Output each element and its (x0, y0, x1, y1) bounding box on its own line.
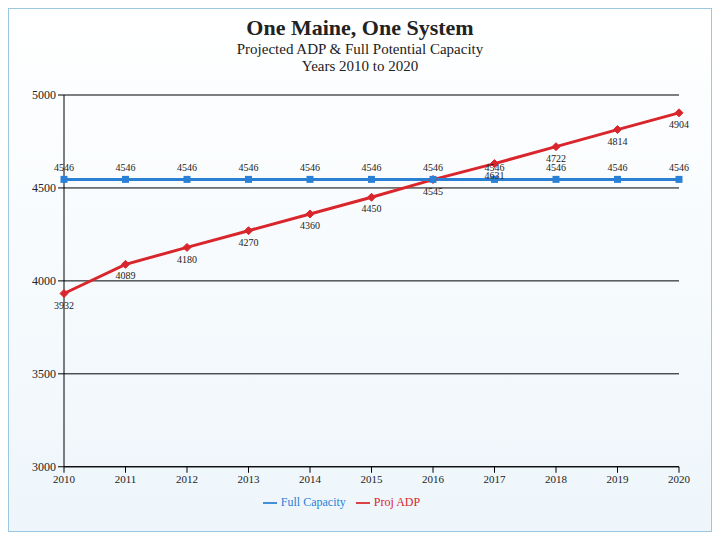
svg-text:2011: 2011 (115, 473, 137, 485)
svg-text:4814: 4814 (608, 136, 628, 147)
svg-text:3500: 3500 (32, 367, 56, 381)
svg-text:4500: 4500 (32, 181, 56, 195)
svg-text:2020: 2020 (668, 473, 691, 485)
svg-text:3000: 3000 (32, 460, 56, 474)
svg-text:4546: 4546 (546, 162, 566, 173)
svg-text:2013: 2013 (238, 473, 261, 485)
svg-text:2019: 2019 (607, 473, 630, 485)
svg-text:2015: 2015 (361, 473, 384, 485)
svg-text:4722: 4722 (546, 152, 566, 164)
svg-text:4546: 4546 (54, 162, 74, 173)
svg-text:2010: 2010 (53, 473, 76, 485)
svg-text:3932: 3932 (54, 300, 74, 311)
svg-text:2017: 2017 (484, 473, 507, 485)
svg-text:4904: 4904 (669, 119, 689, 130)
svg-text:2016: 2016 (422, 473, 445, 485)
svg-text:4546: 4546 (362, 162, 382, 173)
svg-text:4546: 4546 (423, 162, 443, 173)
svg-text:4000: 4000 (32, 274, 56, 288)
html-text:Full Capacity: Full Capacity (280, 494, 346, 509)
svg-text:4546: 4546 (239, 162, 259, 173)
svg-text:4546: 4546 (485, 162, 505, 173)
svg-text:2014: 2014 (299, 473, 322, 485)
svg-text:4546: 4546 (669, 162, 689, 173)
svg-text:2018: 2018 (545, 473, 568, 485)
html-text:Years 2010 to 2020: Years 2010 to 2020 (301, 58, 419, 74)
svg-text:4545: 4545 (423, 186, 443, 197)
svg-text:4546: 4546 (177, 162, 197, 173)
svg-text:4360: 4360 (300, 220, 320, 231)
svg-text:4546: 4546 (116, 162, 136, 173)
html-text:Projected ADP & Full Potential: Projected ADP & Full Potential Capacity (236, 41, 484, 57)
svg-text:4546: 4546 (300, 162, 320, 173)
svg-text:4546: 4546 (608, 162, 628, 173)
svg-text:4450: 4450 (362, 203, 382, 214)
html-text:One Maine, One System: One Maine, One System (246, 15, 474, 40)
svg-text:4270: 4270 (239, 237, 259, 248)
svg-text:4631: 4631 (484, 169, 505, 181)
svg-text:2012: 2012 (176, 473, 198, 485)
svg-text:4089: 4089 (116, 270, 136, 281)
svg-text:5000: 5000 (32, 88, 56, 102)
html-text:Proj ADP: Proj ADP (373, 494, 421, 509)
svg-text:4180: 4180 (177, 254, 197, 265)
